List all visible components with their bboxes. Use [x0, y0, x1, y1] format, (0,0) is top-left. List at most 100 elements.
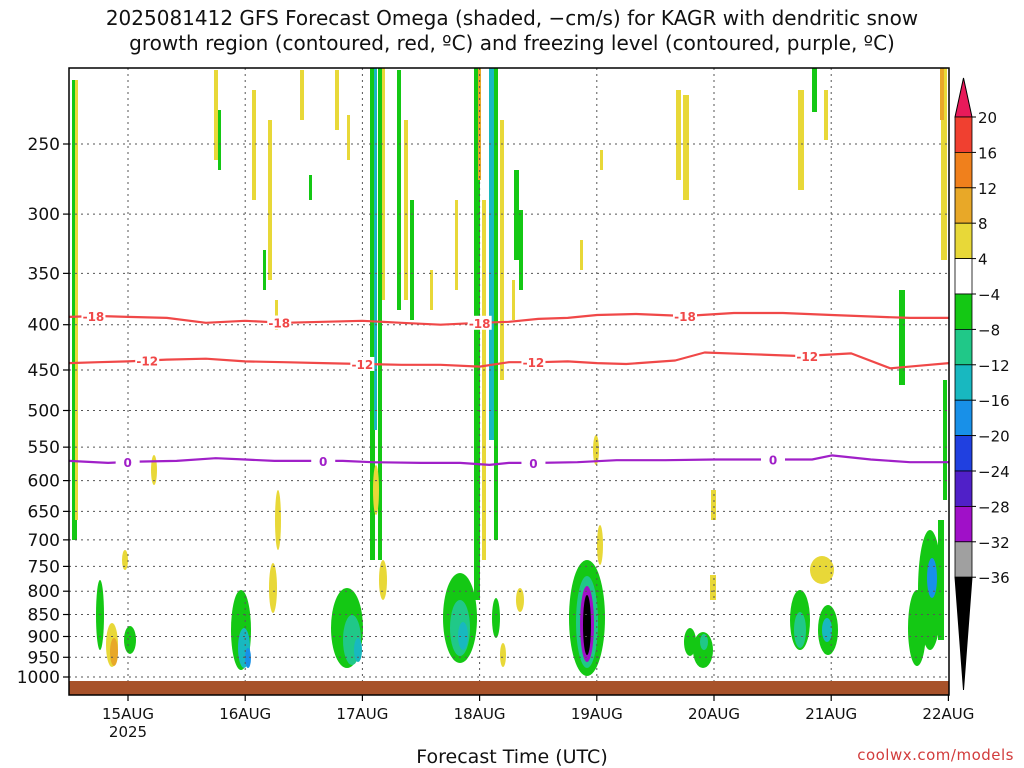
y-tick-label: 1000 [17, 668, 60, 688]
colorbar-label: −16 [978, 392, 1010, 410]
omega-streak [899, 290, 905, 385]
y-tick-label: 350 [28, 264, 60, 284]
y-tick-label: 400 [28, 316, 60, 336]
colorbar-swatch [954, 364, 973, 401]
contour-label-bg [673, 308, 697, 323]
y-tick-label: 700 [28, 531, 60, 551]
omega-shading [72, 68, 947, 676]
y-tick-label: 800 [28, 582, 60, 602]
omega-blob [245, 648, 251, 668]
omega-streak [300, 70, 304, 120]
colorbar-top-arrow [954, 77, 973, 118]
colorbar-label: −12 [978, 357, 1010, 375]
y-tick-label: 450 [28, 361, 60, 381]
x-tick-label: 17AUG [336, 705, 388, 723]
chart-title: 2025081412 GFS Forecast Omega (shaded, −… [0, 6, 1024, 56]
omega-streak [370, 68, 375, 560]
contour-label-bg [795, 348, 820, 363]
omega-blob [597, 525, 603, 565]
y-tick-label: 500 [28, 402, 60, 422]
plot-frame [68, 67, 950, 696]
omega-blob [500, 643, 506, 667]
contour-label: -18 [83, 310, 105, 324]
omega-blob [822, 618, 832, 642]
y-tick-label: 900 [28, 627, 60, 647]
omega-blob [269, 563, 277, 613]
omega-blob [593, 435, 599, 465]
omega-blob [794, 612, 806, 648]
omega-streak [75, 80, 78, 520]
chart-title-line2: growth region (contoured, red, ºC) and f… [129, 31, 895, 55]
omega-blob [151, 455, 157, 485]
omega-streak [474, 68, 480, 600]
contour-label: -18 [268, 317, 290, 331]
omega-streak [683, 95, 689, 200]
x-tick-label: 15AUG [102, 705, 154, 723]
omega-streak [500, 120, 504, 380]
y-tick-label: 600 [28, 472, 60, 492]
omega-blob [275, 490, 281, 550]
colorbar-swatch [954, 187, 973, 224]
contour-line-0 [69, 454, 949, 466]
colorbar-label: −20 [978, 428, 1010, 446]
x-axis-title: Forecast Time (UTC) [416, 746, 608, 768]
x-tick-label: 20AUG [688, 705, 740, 723]
omega-streak [347, 115, 350, 160]
omega-blob [810, 556, 834, 584]
y-tick-label: 850 [28, 606, 60, 626]
omega-streak [512, 280, 515, 320]
y-tick-label: 250 [28, 135, 60, 155]
x-tick-label: 19AUG [571, 705, 623, 723]
y-tick-label: 650 [28, 502, 60, 522]
omega-blob [379, 560, 387, 600]
colorbar-label: 20 [978, 109, 997, 127]
y-tick-label: 950 [28, 648, 60, 668]
y-tick-label: 300 [28, 205, 60, 225]
omega-blob [124, 626, 136, 654]
omega-blob [354, 638, 362, 662]
colorbar-swatch [954, 505, 973, 543]
omega-streak [275, 300, 278, 330]
omega-streak [309, 175, 312, 200]
temperature-contours: -18 -18 -18 -18 -12 -12 -12 -12 0 0 0 0 [69, 308, 949, 471]
contour-label-bg [761, 452, 785, 467]
contour-label: -12 [523, 356, 545, 370]
omega-streak [218, 110, 221, 170]
omega-streak [519, 210, 523, 290]
x-tick-sublabel: 2025 [109, 723, 147, 741]
colorbar-label: −28 [978, 498, 1010, 516]
omega-blob [927, 558, 937, 598]
omega-streak [710, 575, 716, 600]
contour-label-bg [467, 315, 492, 330]
omega-streak [940, 68, 944, 120]
omega-streak [374, 68, 377, 430]
contour-label-bg [311, 453, 336, 468]
omega-blob [110, 638, 118, 666]
x-tick-label: 16AUG [219, 705, 271, 723]
contour-label: 0 [319, 455, 327, 469]
omega-streak [676, 90, 681, 180]
omega-streak [430, 270, 433, 310]
colorbar-label: −36 [978, 569, 1010, 587]
site-credit: coolwx.com/models [857, 746, 1014, 764]
omega-streak [941, 68, 947, 260]
contour-label-bg [267, 315, 292, 330]
x-tick-label: 18AUG [454, 705, 506, 723]
colorbar-label: −32 [978, 534, 1010, 552]
colorbar: 20 16 12 8 4 −4 −8 −12 −16 −20 −24 −28 −32 −36 [954, 77, 1010, 691]
omega-streak [580, 240, 583, 270]
colorbar-swatch [954, 470, 973, 507]
contour-label: 0 [529, 457, 537, 471]
omega-streak [514, 170, 519, 260]
contour-label: -18 [674, 310, 696, 324]
omega-blob [583, 595, 591, 655]
omega-blob [516, 588, 524, 612]
colorbar-swatch [954, 328, 973, 366]
omega-blob [458, 622, 468, 650]
omega-blob [492, 598, 500, 638]
ground-fill [69, 681, 949, 695]
y-tick-label: 550 [28, 438, 60, 458]
colorbar-bottom-arrow [954, 576, 973, 691]
colorbar-label: 8 [978, 215, 988, 233]
omega-streak [600, 150, 603, 170]
